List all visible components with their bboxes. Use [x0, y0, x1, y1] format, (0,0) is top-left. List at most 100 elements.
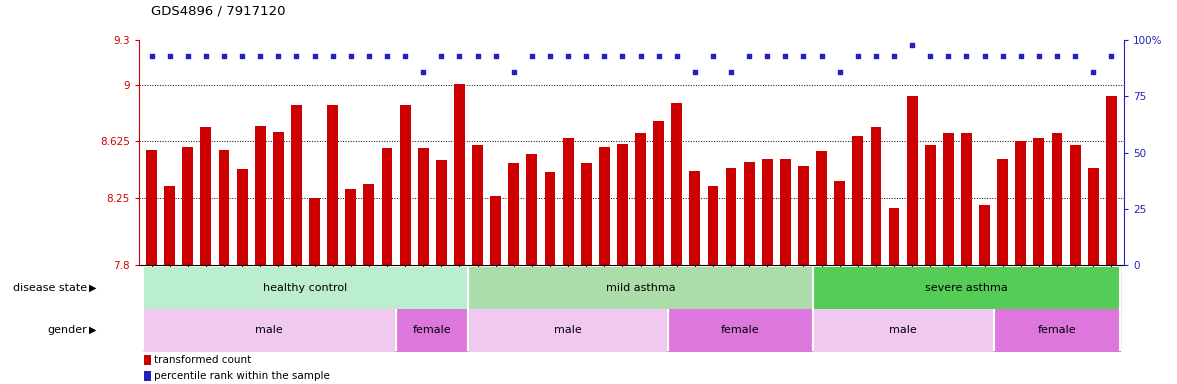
Bar: [1016, 141, 1026, 265]
Point: [559, 53, 578, 59]
Bar: [435, 160, 447, 265]
Point: [305, 53, 324, 59]
Text: percentile rank within the sample: percentile rank within the sample: [154, 371, 330, 381]
Bar: [744, 162, 754, 265]
Bar: [400, 105, 411, 265]
Point: [504, 69, 523, 75]
Point: [722, 69, 740, 75]
Point: [142, 53, 161, 59]
Text: severe asthma: severe asthma: [925, 283, 1008, 293]
Bar: [454, 84, 465, 265]
Point: [1065, 53, 1084, 59]
Point: [523, 53, 541, 59]
Text: disease state: disease state: [13, 283, 87, 293]
Text: healthy control: healthy control: [264, 283, 347, 293]
Bar: [726, 168, 737, 265]
Bar: [871, 127, 882, 265]
Text: gender: gender: [47, 325, 87, 335]
Point: [685, 69, 704, 75]
Text: female: female: [413, 325, 452, 335]
Point: [1084, 69, 1103, 75]
Text: male: male: [255, 325, 284, 335]
Bar: [364, 184, 374, 265]
Bar: [997, 159, 1009, 265]
Bar: [144, 355, 151, 365]
Point: [903, 42, 922, 48]
Bar: [254, 126, 266, 265]
Bar: [291, 105, 301, 265]
Point: [486, 53, 505, 59]
Bar: [508, 163, 519, 265]
Bar: [526, 154, 537, 265]
Bar: [580, 163, 592, 265]
Text: mild asthma: mild asthma: [606, 283, 676, 293]
Point: [812, 53, 831, 59]
Point: [631, 53, 650, 59]
Bar: [472, 145, 483, 265]
Point: [540, 53, 559, 59]
Point: [1048, 53, 1066, 59]
Point: [704, 53, 723, 59]
Bar: [834, 181, 845, 265]
Bar: [545, 172, 556, 265]
Text: male: male: [554, 325, 581, 335]
Bar: [1088, 168, 1098, 265]
Point: [957, 53, 976, 59]
Text: male: male: [890, 325, 917, 335]
Point: [359, 53, 378, 59]
Point: [450, 53, 468, 59]
Bar: [671, 103, 683, 265]
Bar: [1033, 138, 1044, 265]
Bar: [617, 144, 627, 265]
Point: [776, 53, 794, 59]
Point: [794, 53, 813, 59]
Bar: [1070, 145, 1080, 265]
Bar: [762, 159, 773, 265]
Bar: [381, 148, 392, 265]
Point: [976, 53, 995, 59]
Bar: [200, 127, 212, 265]
Point: [324, 53, 343, 59]
Text: ▶: ▶: [89, 325, 97, 335]
Point: [1030, 53, 1049, 59]
Bar: [490, 196, 501, 265]
Point: [233, 53, 252, 59]
Point: [939, 53, 958, 59]
Point: [268, 53, 287, 59]
Point: [395, 53, 414, 59]
Text: GDS4896 / 7917120: GDS4896 / 7917120: [151, 4, 285, 17]
Point: [594, 53, 613, 59]
Bar: [636, 133, 646, 265]
Bar: [979, 205, 990, 265]
Bar: [146, 150, 157, 265]
Bar: [599, 147, 610, 265]
Bar: [310, 198, 320, 265]
Bar: [418, 148, 428, 265]
Bar: [780, 159, 791, 265]
Point: [849, 53, 867, 59]
Bar: [165, 185, 175, 265]
Point: [866, 53, 885, 59]
Point: [667, 53, 686, 59]
Point: [197, 53, 215, 59]
Point: [613, 53, 632, 59]
Text: ▶: ▶: [89, 283, 97, 293]
Bar: [925, 145, 936, 265]
Point: [920, 53, 939, 59]
Bar: [653, 121, 664, 265]
Point: [432, 53, 451, 59]
Bar: [943, 133, 953, 265]
Point: [179, 53, 198, 59]
Bar: [563, 138, 573, 265]
Bar: [889, 208, 899, 265]
Bar: [273, 132, 284, 265]
Bar: [1051, 133, 1063, 265]
Bar: [345, 189, 357, 265]
Point: [885, 53, 904, 59]
Point: [740, 53, 759, 59]
Bar: [182, 147, 193, 265]
Text: female: female: [720, 325, 759, 335]
Bar: [816, 151, 827, 265]
Point: [650, 53, 669, 59]
Point: [1102, 53, 1121, 59]
